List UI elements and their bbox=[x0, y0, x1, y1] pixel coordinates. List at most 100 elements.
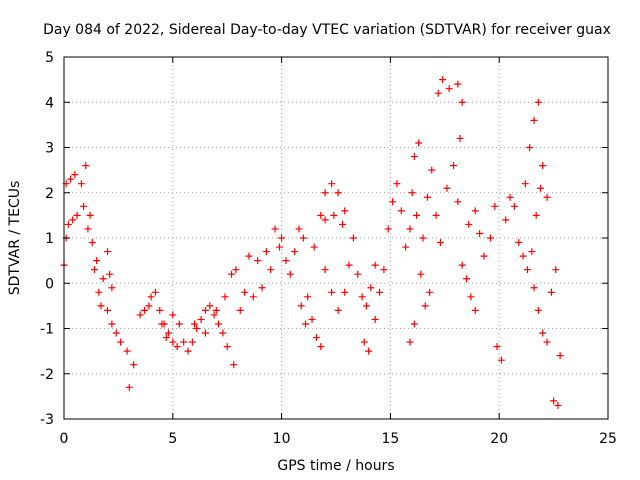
data-point bbox=[73, 211, 81, 219]
data-point bbox=[271, 225, 279, 233]
data-point bbox=[421, 302, 429, 310]
data-point bbox=[476, 229, 484, 237]
data-point bbox=[82, 162, 90, 170]
data-point bbox=[519, 252, 527, 260]
data-point bbox=[534, 98, 542, 106]
data-point bbox=[465, 220, 473, 228]
data-point bbox=[506, 193, 514, 201]
data-point bbox=[458, 98, 466, 106]
data-point bbox=[556, 352, 564, 360]
data-point bbox=[406, 225, 414, 233]
data-point bbox=[463, 275, 471, 283]
data-point bbox=[334, 306, 342, 314]
y-tick-label: -2 bbox=[40, 367, 54, 383]
data-point bbox=[502, 216, 510, 224]
data-point bbox=[537, 184, 545, 192]
data-point bbox=[341, 207, 349, 215]
data-point bbox=[164, 329, 172, 337]
data-point bbox=[84, 225, 92, 233]
data-point bbox=[328, 180, 336, 188]
data-point bbox=[539, 162, 547, 170]
data-point bbox=[415, 139, 423, 147]
x-tick-label: 25 bbox=[599, 431, 617, 447]
data-point bbox=[419, 234, 427, 242]
data-point bbox=[108, 320, 116, 328]
data-point bbox=[77, 180, 85, 188]
data-point bbox=[108, 284, 116, 292]
data-point bbox=[371, 261, 379, 269]
data-point bbox=[71, 171, 79, 179]
data-point bbox=[534, 306, 542, 314]
data-point bbox=[413, 211, 421, 219]
data-point bbox=[539, 329, 547, 337]
data-point bbox=[117, 338, 125, 346]
x-tick-label: 20 bbox=[490, 431, 508, 447]
x-axis-label: GPS time / hours bbox=[277, 458, 394, 474]
data-point bbox=[543, 193, 551, 201]
x-tick-label: 10 bbox=[273, 431, 291, 447]
data-point bbox=[254, 257, 262, 265]
data-point bbox=[530, 116, 538, 124]
data-point bbox=[210, 311, 218, 319]
data-point bbox=[417, 270, 425, 278]
data-point bbox=[245, 252, 253, 260]
data-point bbox=[321, 189, 329, 197]
data-point bbox=[249, 293, 257, 301]
y-tick-label: -3 bbox=[40, 412, 54, 428]
data-point bbox=[321, 266, 329, 274]
data-point bbox=[236, 306, 244, 314]
data-point bbox=[410, 320, 418, 328]
data-point bbox=[267, 266, 275, 274]
data-point bbox=[376, 288, 384, 296]
data-point bbox=[197, 315, 205, 323]
data-point bbox=[219, 329, 227, 337]
data-point bbox=[232, 266, 240, 274]
data-point bbox=[543, 338, 551, 346]
data-point bbox=[188, 338, 196, 346]
data-point bbox=[360, 338, 368, 346]
data-point bbox=[228, 270, 236, 278]
data-point bbox=[454, 80, 462, 88]
data-point bbox=[291, 248, 299, 256]
y-tick-label: -1 bbox=[40, 322, 54, 338]
data-point bbox=[410, 153, 418, 161]
data-point bbox=[169, 311, 177, 319]
data-point bbox=[282, 257, 290, 265]
data-point bbox=[493, 343, 501, 351]
data-point bbox=[423, 193, 431, 201]
data-point bbox=[397, 207, 405, 215]
data-point bbox=[145, 302, 153, 310]
data-point bbox=[547, 288, 555, 296]
data-point bbox=[241, 288, 249, 296]
data-point bbox=[151, 288, 159, 296]
data-point bbox=[106, 270, 114, 278]
data-point bbox=[408, 189, 416, 197]
data-point bbox=[406, 338, 414, 346]
data-point bbox=[491, 202, 499, 210]
data-point bbox=[389, 198, 397, 206]
data-point bbox=[530, 284, 538, 292]
data-point bbox=[162, 334, 170, 342]
data-point bbox=[212, 306, 220, 314]
data-point bbox=[367, 284, 375, 292]
data-point bbox=[67, 175, 75, 183]
data-point bbox=[328, 288, 336, 296]
data-point bbox=[471, 306, 479, 314]
y-tick-label: 2 bbox=[45, 186, 54, 202]
data-point bbox=[312, 334, 320, 342]
data-point bbox=[339, 220, 347, 228]
data-point bbox=[471, 207, 479, 215]
data-point bbox=[358, 293, 366, 301]
data-point bbox=[299, 234, 307, 242]
data-point bbox=[486, 234, 494, 242]
data-point bbox=[95, 288, 103, 296]
data-point bbox=[345, 261, 353, 269]
data-point bbox=[304, 293, 312, 301]
data-point bbox=[104, 306, 112, 314]
data-point bbox=[191, 320, 199, 328]
data-point bbox=[334, 189, 342, 197]
data-point bbox=[526, 144, 534, 151]
data-point bbox=[158, 320, 166, 328]
data-point bbox=[454, 198, 462, 206]
